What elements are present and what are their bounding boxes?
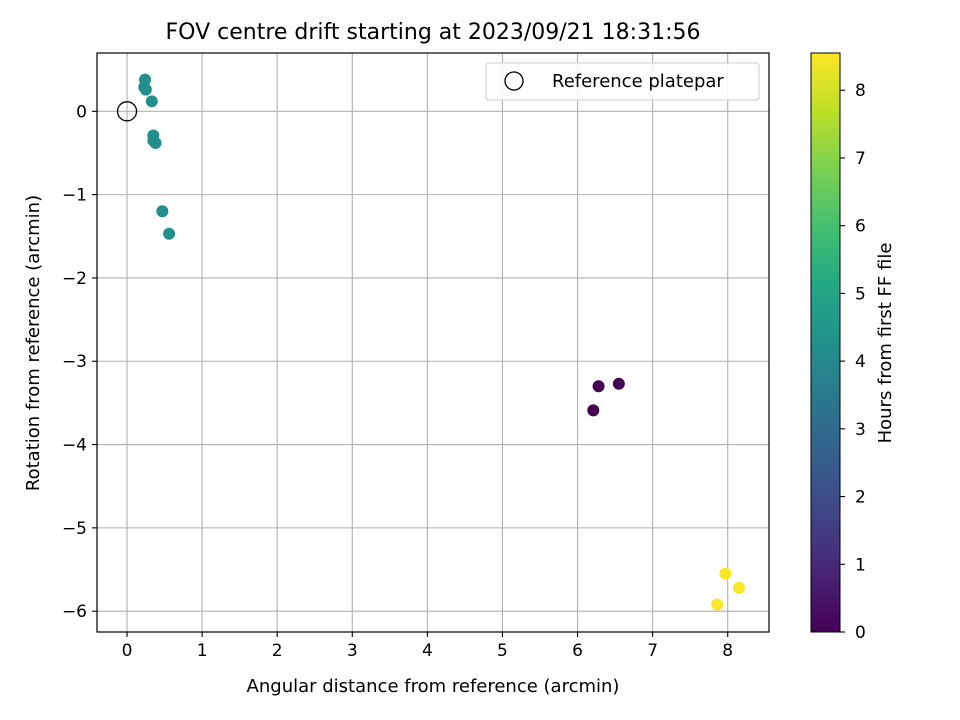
legend-marker-reference — [504, 71, 524, 91]
axis-ticks: 0 1 2 3 4 5 6 7 8 0 −1 −2 −3 −4 −5 −6 — [62, 102, 733, 661]
data-point — [587, 404, 600, 417]
colorbar-label: Hours from first FF file — [875, 243, 896, 444]
chart-title: FOV centre drift starting at 2023/09/21 … — [166, 20, 701, 45]
colorbar-tick-label: 6 — [855, 217, 866, 237]
colorbar-tick-label: 1 — [855, 555, 866, 575]
legend: Reference platepar — [485, 62, 760, 101]
colorbar-ticks: 0 1 2 3 4 5 6 7 8 — [840, 81, 866, 643]
grid-lines — [97, 53, 769, 632]
x-axis-label: Angular distance from reference (arcmin) — [247, 676, 620, 697]
x-tick-label: 5 — [497, 641, 508, 661]
data-point — [719, 567, 732, 580]
x-tick-label: 1 — [197, 641, 208, 661]
colorbar — [810, 52, 841, 633]
y-axis-label: Rotation from reference (arcmin) — [23, 195, 44, 491]
y-tick-label: −6 — [62, 602, 87, 622]
plot-frame — [96, 52, 770, 633]
y-tick-label: 0 — [76, 102, 87, 122]
data-points — [116, 73, 745, 611]
colorbar-tick-label: 2 — [855, 488, 866, 508]
legend-box — [485, 62, 760, 101]
y-tick-label: −1 — [62, 186, 87, 206]
data-point — [156, 205, 169, 218]
data-point — [163, 227, 176, 240]
y-tick-label: −2 — [62, 269, 87, 289]
x-tick-label: 3 — [347, 641, 358, 661]
data-point — [139, 83, 152, 96]
colorbar-tick-label: 4 — [855, 352, 866, 372]
x-tick-label: 6 — [572, 641, 583, 661]
y-tick-label: −3 — [62, 352, 87, 372]
data-point — [145, 95, 158, 108]
colorbar-tick-label: 3 — [855, 420, 866, 440]
data-point — [732, 581, 745, 594]
legend-label-reference: Reference platepar — [552, 71, 724, 92]
x-tick-label: 8 — [722, 641, 733, 661]
colorbar-tick-label: 7 — [855, 149, 866, 169]
data-point — [592, 380, 605, 393]
colorbar-tick-label: 8 — [855, 81, 866, 101]
colorbar-tick-label: 5 — [855, 284, 866, 304]
data-point — [149, 136, 162, 149]
colorbar-tick-label: 0 — [855, 623, 866, 643]
x-tick-label: 7 — [647, 641, 658, 661]
y-tick-label: −4 — [62, 436, 87, 456]
y-tick-label: −5 — [62, 519, 87, 539]
data-point — [711, 598, 724, 611]
data-point — [612, 377, 625, 390]
x-tick-label: 2 — [272, 641, 283, 661]
x-tick-label: 0 — [122, 641, 133, 661]
reference-platepar-marker — [116, 101, 138, 122]
x-tick-label: 4 — [422, 641, 433, 661]
